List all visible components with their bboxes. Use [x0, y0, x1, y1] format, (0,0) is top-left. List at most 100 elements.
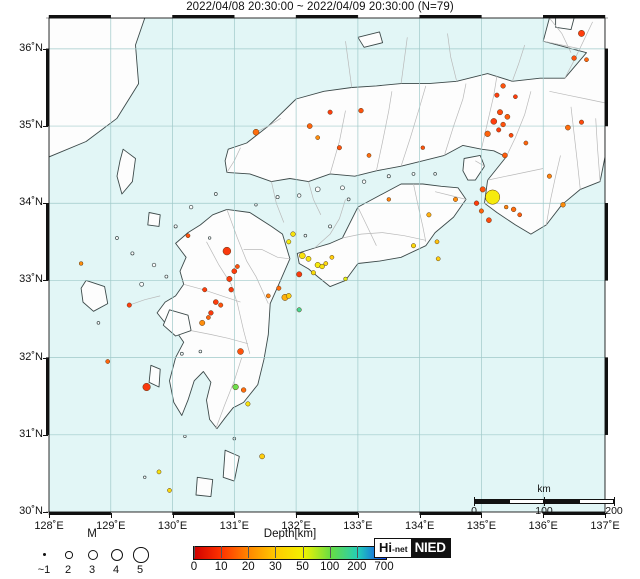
epicenter-marker	[484, 130, 491, 137]
lon-axis-label: 128˚E	[34, 520, 64, 532]
epicenter-marker	[584, 57, 589, 63]
epicenter-marker	[296, 271, 303, 278]
lon-axis-label: 131˚E	[219, 520, 249, 532]
magnitude-legend-label: 5	[136, 564, 144, 576]
epicenter-marker	[126, 302, 132, 308]
scale-bar-label: 200	[605, 505, 623, 517]
epicenter-marker	[490, 118, 498, 125]
lon-axis-label: 130˚E	[157, 520, 188, 532]
epicenter-marker	[285, 293, 292, 299]
scale-bar-label: 100	[535, 505, 553, 517]
epicenter-marker	[420, 145, 425, 150]
epicenter-marker	[366, 153, 372, 158]
epicenter-layer	[78, 29, 589, 493]
depth-legend-label: 10	[214, 561, 228, 573]
epicenter-marker	[78, 261, 84, 266]
scale-bar-tick	[614, 497, 615, 506]
scale-bar-tick	[474, 497, 475, 506]
magnitude-legend-label: 4	[112, 564, 120, 576]
depth-colorbar-tick	[221, 546, 223, 558]
lon-axis-tick	[110, 513, 112, 518]
scale-bar-unit: km	[537, 484, 551, 495]
epicenter-marker	[206, 315, 211, 320]
map-container[interactable]: km 0 100 200	[46, 15, 623, 517]
depth-legend-label: 700	[374, 561, 394, 573]
scale-bar-tick	[544, 497, 545, 506]
magnitude-legend: M ~1 2 3 4 5	[22, 528, 162, 578]
epicenter-marker	[343, 276, 348, 282]
epicenter-marker	[504, 204, 509, 210]
logo-hi-text: Hi	[379, 540, 392, 555]
lon-axis-tick	[481, 513, 483, 518]
depth-colorbar-tick	[356, 546, 358, 558]
lat-axis-tick	[43, 280, 48, 282]
scale-bar-segment	[544, 499, 579, 504]
epicenter-marker	[435, 256, 441, 262]
scale-bar: km 0 100 200	[469, 484, 623, 524]
epicenter-marker	[426, 212, 432, 218]
epicenter-marker	[259, 453, 265, 460]
lon-axis-label: 134˚E	[404, 520, 435, 532]
epicenter-marker	[478, 208, 484, 214]
epicenter-marker	[358, 107, 364, 114]
map-frame	[46, 15, 608, 515]
magnitude-legend-title: M	[87, 528, 97, 540]
epicenter-marker	[305, 256, 312, 262]
depth-colorbar-tick	[194, 546, 195, 558]
epicenter-marker	[500, 121, 506, 128]
epicenter-marker	[105, 359, 111, 364]
epicenter-marker	[156, 469, 162, 475]
logo-net-text: -net	[392, 544, 408, 554]
epicenter-marker	[546, 173, 552, 179]
map-graphics	[49, 18, 605, 512]
epicenter-marker	[502, 152, 508, 159]
depth-legend-label: 20	[241, 561, 255, 573]
scale-bar-segment	[474, 499, 509, 504]
page-title: 2022/04/08 20:30:00 ~ 2022/04/09 20:30:0…	[186, 1, 454, 13]
epicenter-marker	[494, 92, 500, 98]
lat-axis-label: 33˚N	[19, 273, 43, 286]
epicenter-marker	[479, 186, 486, 193]
epicenter-marker	[453, 196, 458, 202]
magnitude-legend-symbol	[65, 551, 73, 559]
epicenter-marker	[142, 382, 151, 392]
epicenter-marker	[504, 114, 511, 120]
lat-axis-label: 31˚N	[19, 427, 43, 440]
epicenter-marker	[290, 231, 296, 237]
epicenter-marker	[510, 206, 517, 213]
epicenter-marker	[319, 263, 325, 270]
epicenter-marker	[199, 319, 206, 326]
map-canvas[interactable]	[49, 18, 605, 512]
epicenter-marker	[496, 127, 502, 133]
epicenter-marker	[497, 109, 503, 116]
epicenter-marker	[222, 246, 232, 256]
lon-axis-tick	[49, 513, 50, 518]
magnitude-legend-label: 3	[88, 564, 96, 576]
epicenter-marker	[565, 124, 571, 131]
epicenter-marker	[517, 212, 523, 218]
epicenter-marker	[235, 264, 240, 269]
lat-axis-label: 34˚N	[19, 196, 43, 209]
epicenter-marker	[485, 189, 501, 205]
epicenter-marker	[411, 243, 416, 249]
depth-colorbar-tick	[329, 546, 331, 558]
epicenter-marker	[306, 123, 313, 129]
lon-axis-label: 133˚E	[343, 520, 373, 532]
lat-axis-label: 32˚N	[19, 350, 43, 363]
magnitude-legend-symbol	[133, 547, 149, 563]
epicenter-marker	[434, 239, 440, 245]
depth-colorbar-tick	[275, 546, 277, 558]
lon-axis-tick	[296, 513, 298, 518]
epicenter-marker	[486, 217, 492, 223]
epicenter-marker	[315, 135, 321, 140]
epicenter-marker	[500, 83, 506, 89]
epicenter-marker	[386, 197, 391, 202]
scale-bar-track	[474, 499, 614, 504]
epicenter-marker	[213, 299, 219, 305]
logo-hinet: Hi -net	[375, 539, 411, 557]
epicenter-marker	[329, 254, 335, 260]
lon-axis-label: 132˚E	[281, 520, 311, 532]
magnitude-legend-label: 2	[64, 564, 72, 576]
epicenter-marker	[167, 488, 172, 493]
epicenter-marker	[226, 275, 233, 282]
